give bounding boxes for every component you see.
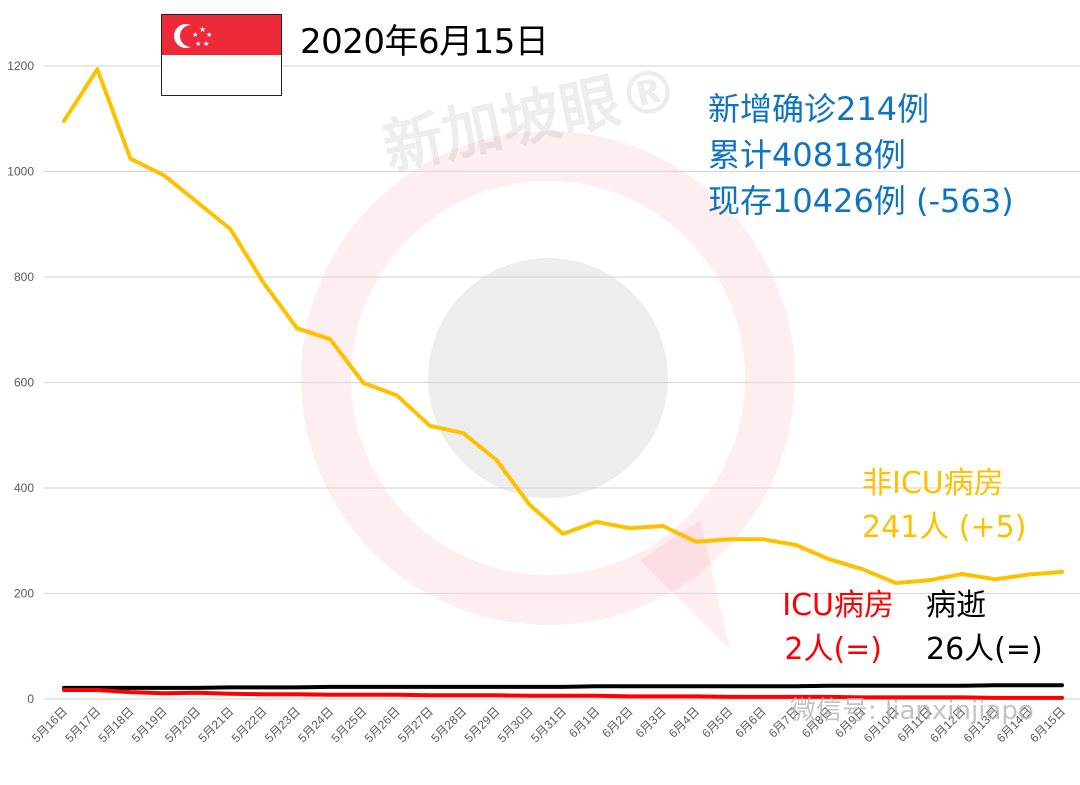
svg-text:★: ★ [195,40,201,48]
series-lines [62,67,1064,700]
x-tick-label: 5月19日 [129,704,170,745]
watermark-logo [301,131,795,650]
chart-title-date: 2020年6月15日 [300,22,549,62]
x-tick-label: 5月22日 [229,704,270,745]
svg-text:★: ★ [192,31,198,39]
death-title: 病逝 [926,588,986,623]
x-tick-label: 5月21日 [195,704,236,745]
x-tick-label: 5月17日 [62,704,103,745]
x-tick-label: 5月30日 [495,704,536,745]
icu-label: ICU病房 2人(=) [764,584,894,672]
x-tick-label: 5月24日 [295,704,336,745]
y-tick-label: 600 [14,376,34,390]
non-icu-label: 非ICU病房 241人 (+5) [862,462,1026,550]
stats-summary: 新增确诊214例 累计40818例 现存10426例 (-563) [708,86,1014,224]
x-tick-label: 5月16日 [29,704,70,745]
x-tick-label: 5月20日 [162,704,203,745]
y-tick-label: 1000 [7,165,34,179]
y-tick-label: 400 [14,481,34,495]
death-value: 26人(=) [926,632,1043,667]
x-tick-label: 6月4日 [666,704,702,740]
total-cases-text: 累计40818例 [708,136,906,174]
x-tick-label: 5月18日 [96,704,137,745]
y-tick-label: 0 [27,692,34,706]
svg-text:★: ★ [203,40,209,48]
x-tick-label: 5月26日 [362,704,403,745]
svg-text:★: ★ [199,25,206,34]
non-icu-value: 241人 (+5) [862,510,1027,545]
active-cases-text: 现存10426例 (-563) [708,182,1014,220]
y-tick-label: 1200 [7,59,34,73]
x-tick-label: 6月3日 [633,704,669,740]
x-tick-label: 6月1日 [566,704,602,740]
x-tick-label: 5月27日 [395,704,436,745]
singapore-flag-icon: ★ ★ ★ ★ ★ [161,14,282,96]
y-tick-label: 200 [14,587,34,601]
x-tick-label: 5月25日 [328,704,369,745]
death-label: 病逝 26人(=) [926,584,1043,672]
crescent-stars-icon: ★ ★ ★ ★ ★ [174,24,212,48]
icu-title: ICU病房 [782,588,894,623]
series-line [62,67,1064,585]
svg-text:★: ★ [206,31,212,39]
wechat-watermark: 微信号: lianxinjiapo [790,696,1034,726]
y-axis-ticks: 0 200 400 600 800 1000 1200 [7,59,34,706]
series-line [62,688,1064,700]
x-tick-label: 5月31日 [528,704,569,745]
y-tick-label: 800 [14,270,34,284]
x-tick-label: 5月28日 [428,704,469,745]
flag-white-band [162,55,281,95]
x-tick-label: 6月5日 [699,704,735,740]
x-tick-label: 6月6日 [732,704,768,740]
new-cases-text: 新增确诊214例 [708,90,930,128]
icu-value: 2人(=) [784,632,882,667]
x-tick-label: 6月2日 [599,704,635,740]
non-icu-title: 非ICU病房 [862,466,1004,501]
x-tick-label: 5月29日 [462,704,503,745]
x-tick-label: 5月23日 [262,704,303,745]
series-line [62,683,1064,690]
